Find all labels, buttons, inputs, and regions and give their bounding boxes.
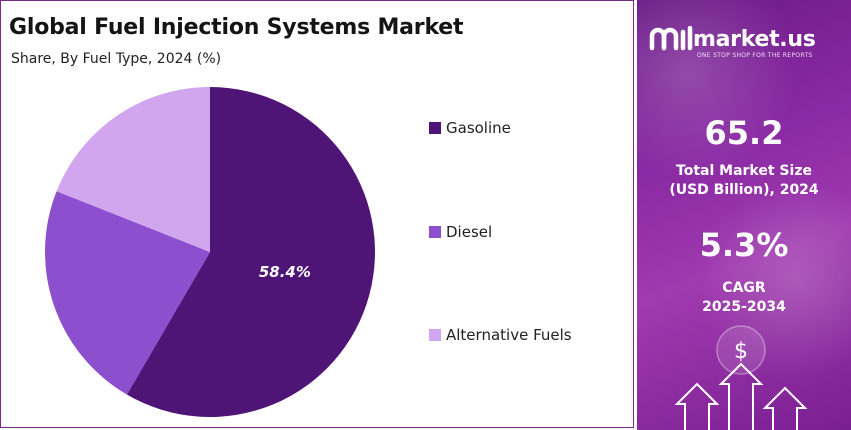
legend-swatch-alternative-fuels: [429, 329, 441, 341]
legend-label-gasoline: Gasoline: [446, 119, 511, 137]
background-glow: [697, 180, 851, 380]
chart-title: Global Fuel Injection Systems Market: [9, 15, 464, 40]
legend-item-diesel: Diesel: [429, 223, 492, 241]
chart-panel: Global Fuel Injection Systems Market Sha…: [0, 0, 634, 428]
market-us-logo-icon: [649, 26, 693, 51]
pie-slice-gasoline: [126, 87, 376, 418]
dollar-symbol: $: [734, 339, 748, 364]
pie-chart: 58.4%: [45, 87, 376, 418]
cagr-label-line2: 2025-2034: [702, 299, 786, 315]
dollar-coin-icon: $: [716, 325, 766, 375]
chart-subtitle: Share, By Fuel Type, 2024 (%): [11, 51, 222, 67]
legend-label-diesel: Diesel: [446, 223, 493, 241]
legend-item-gasoline: Gasoline: [429, 119, 511, 137]
legend-swatch-diesel: [429, 226, 441, 238]
legend-item-alternative-fuels: Alternative Fuels: [429, 326, 572, 344]
pie-slice-alternative-fuels: [56, 87, 210, 252]
market-size-label-line1: Total Market Size: [676, 163, 812, 179]
market-size-value: 65.2: [704, 114, 784, 152]
legend-swatch-gasoline: [429, 122, 441, 134]
cagr-label-line1: CAGR: [722, 280, 766, 296]
brand-name: market.us: [693, 26, 816, 52]
stats-panel: market.us ONE STOP SHOP FOR THE REPORTS …: [637, 0, 851, 430]
cagr-value: 5.3%: [699, 226, 789, 264]
brand-tagline: ONE STOP SHOP FOR THE REPORTS: [697, 52, 813, 59]
brand-logo: market.us: [649, 26, 816, 52]
data-label-gasoline: 58.4%: [259, 263, 311, 281]
growth-decoration: $: [674, 325, 808, 430]
growth-arrows-icon: [674, 362, 808, 430]
pie-slice-diesel: [45, 191, 211, 395]
legend-label-alternative-fuels: Alternative Fuels: [446, 326, 572, 344]
market-size-label-line2: (USD Billion), 2024: [669, 182, 819, 198]
